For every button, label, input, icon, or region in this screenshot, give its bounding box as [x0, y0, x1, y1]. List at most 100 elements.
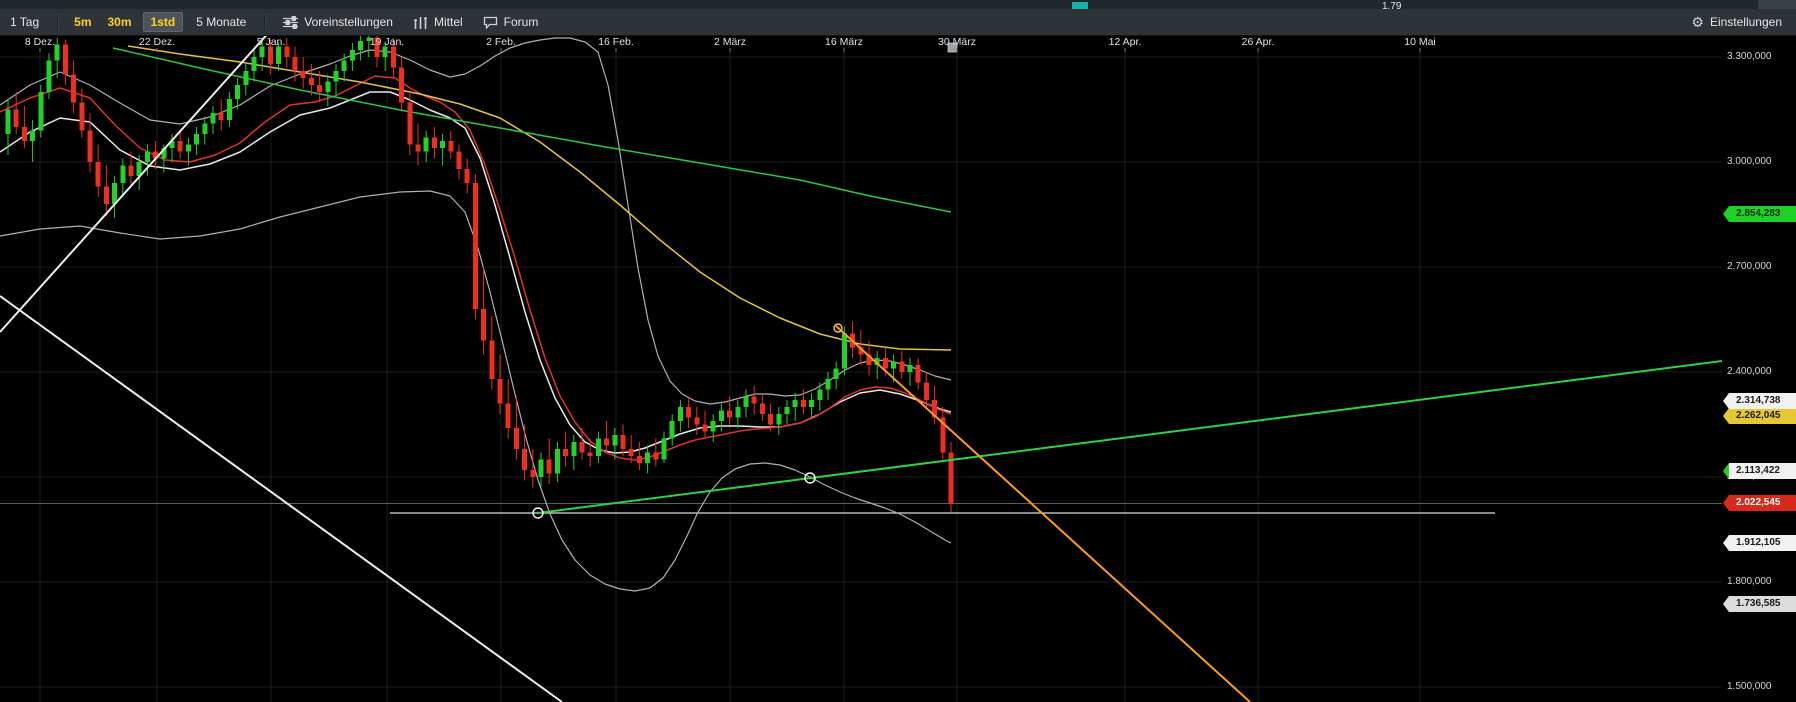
- candle-body: [341, 60, 347, 71]
- price-tag-pointer: [1723, 495, 1729, 511]
- drawing-handle-circle[interactable]: [804, 472, 816, 484]
- candle-body: [841, 333, 847, 369]
- candle-body: [292, 56, 298, 71]
- date-label: 12 Apr.: [1109, 36, 1142, 48]
- falling-trendline-white[interactable]: [0, 295, 563, 702]
- forum-label: Forum: [503, 15, 539, 29]
- candle-body: [103, 186, 109, 204]
- candle-body: [522, 448, 528, 470]
- candle-body: [776, 413, 782, 425]
- candle-body: [407, 102, 413, 145]
- candle-body: [218, 112, 224, 120]
- candle-body: [554, 448, 560, 474]
- candle-body: [251, 56, 257, 71]
- drawing-handle-circle[interactable]: [532, 507, 544, 519]
- candle-body: [276, 46, 282, 64]
- date-label: 30 März: [938, 36, 976, 48]
- top-strip: 1,79: [0, 0, 1796, 9]
- marker-layer: [532, 42, 958, 519]
- range-button[interactable]: 5 Monate: [196, 15, 247, 29]
- interval-1std-button[interactable]: 1std: [142, 12, 184, 32]
- candle-body: [923, 382, 929, 400]
- candle-body: [735, 406, 741, 418]
- candle-body: [95, 161, 101, 187]
- price-axis-label: 2.400,000: [1727, 366, 1772, 377]
- price-tag: 2.262,045: [1723, 408, 1796, 424]
- candle-body: [456, 151, 462, 169]
- settings-button[interactable]: ⚙ Einstellungen: [1681, 9, 1796, 35]
- candle-body: [882, 357, 888, 369]
- price-tag: 1.912,105: [1723, 535, 1796, 551]
- candle-body: [604, 438, 610, 446]
- mittel-button[interactable]: Mittel: [403, 9, 473, 35]
- sma-yellow: [127, 45, 952, 351]
- candle-body: [300, 70, 306, 78]
- price-tag-pointer: [1723, 408, 1729, 424]
- candle-body: [382, 46, 388, 57]
- candle-body: [940, 417, 946, 453]
- candle-body: [907, 364, 913, 372]
- candle-body: [677, 406, 683, 421]
- candle-body: [210, 112, 216, 124]
- candle-body: [784, 406, 790, 414]
- date-label: 2 Feb.: [486, 36, 516, 48]
- candle-body: [399, 67, 405, 103]
- candle-body: [185, 144, 191, 152]
- candle-body: [530, 469, 536, 477]
- interval-30m-button[interactable]: 30m: [107, 15, 132, 29]
- candle-body: [440, 140, 446, 148]
- voreinstellungen-button[interactable]: Voreinstellungen: [273, 9, 403, 35]
- date-label: 16 Feb.: [598, 36, 634, 48]
- candle-body: [415, 144, 421, 152]
- candle-body: [79, 102, 85, 131]
- candle-body: [71, 74, 77, 103]
- support-trendline-green[interactable]: [537, 360, 1722, 514]
- top-strip-value: 1,79: [1382, 1, 1402, 9]
- price-tag-pointer: [1723, 463, 1729, 479]
- candle-body: [448, 140, 454, 152]
- candle-body: [587, 452, 593, 456]
- candle-body: [226, 98, 232, 120]
- candle-body: [349, 49, 355, 61]
- candle-body: [636, 455, 642, 463]
- candle-body: [620, 434, 626, 449]
- chart-bars-icon: [413, 16, 428, 29]
- candle-body: [136, 161, 142, 176]
- candle-body: [423, 137, 429, 152]
- timeframe-button[interactable]: 1 Tag: [10, 15, 40, 29]
- candle-body: [513, 427, 519, 449]
- lower-bollinger-band: [0, 190, 952, 592]
- price-tag: 1.736,585: [1723, 596, 1796, 612]
- candle-body: [899, 361, 905, 372]
- date-label: 10 Mai: [1404, 36, 1436, 48]
- candle-body: [30, 130, 36, 141]
- chart-canvas[interactable]: 8 Dez. 22 Dez. 5 Jan. 19 Jan. 2 Feb. 16 Feb. 2…: [0, 0, 1722, 702]
- candle-body: [891, 361, 897, 369]
- toolbar-separator: [57, 14, 59, 30]
- candle-body: [144, 151, 150, 162]
- candle-body: [743, 396, 749, 407]
- resistance-trendline-orange[interactable]: [835, 325, 1251, 702]
- candlestick-layer: [5, 35, 954, 512]
- price-tag: 2.113,422: [1723, 463, 1796, 479]
- candle-body: [702, 424, 708, 432]
- candle-body: [194, 133, 200, 145]
- candle-body: [308, 77, 314, 85]
- candle-body: [759, 403, 765, 414]
- candle-body: [235, 84, 241, 99]
- candle-body: [661, 438, 667, 460]
- date-label: 5 Jan.: [257, 36, 286, 48]
- rising-trendline-white[interactable]: [0, 0, 299, 333]
- drawing-handle-circle[interactable]: [833, 323, 843, 333]
- candle-body: [472, 182, 478, 309]
- candle-body: [259, 46, 265, 57]
- drawing-handle-square[interactable]: [947, 42, 958, 53]
- candle-body: [284, 46, 290, 57]
- candle-body: [571, 441, 577, 456]
- price-axis-label: 3.300,000: [1727, 51, 1772, 62]
- candle-body: [579, 441, 585, 453]
- interval-5m-button[interactable]: 5m: [74, 15, 92, 29]
- forum-button[interactable]: Forum: [473, 9, 549, 35]
- price-tag: 2.314,738: [1723, 393, 1796, 409]
